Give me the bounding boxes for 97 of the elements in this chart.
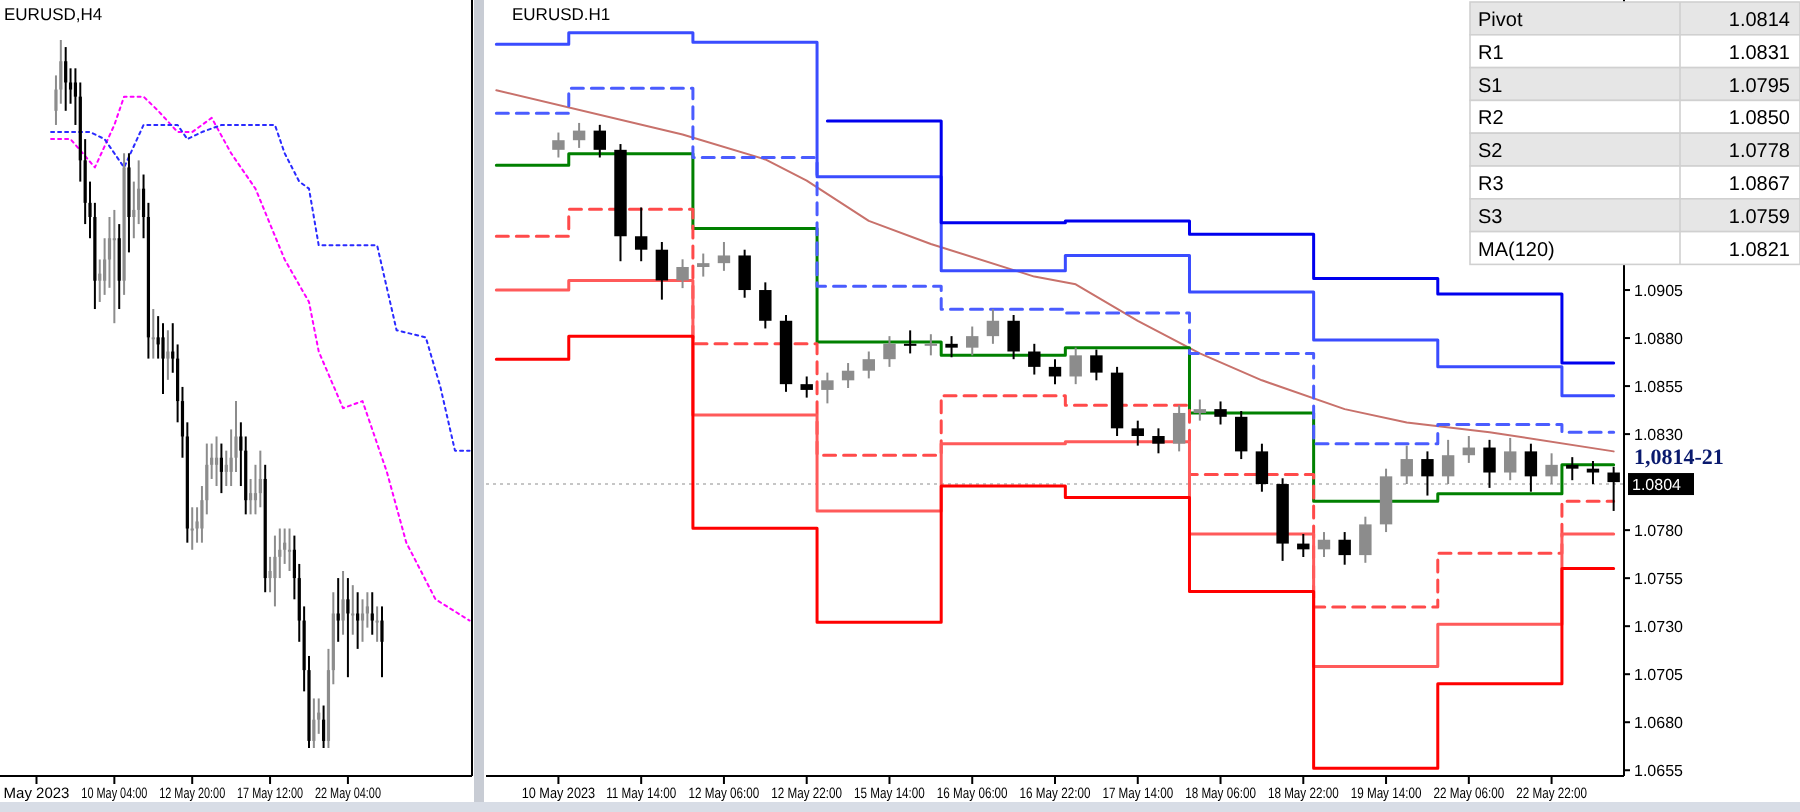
- candlestick: [1359, 515, 1372, 564]
- candlestick: [1586, 459, 1600, 486]
- y-tick-label: 1.0905: [1634, 282, 1685, 301]
- y-tick-label: 1.0730: [1634, 618, 1685, 637]
- candlestick: [375, 605, 379, 643]
- y-tick-label: 1.0755: [1634, 570, 1685, 589]
- annotation: R2: [1478, 108, 1505, 131]
- candlestick: [1172, 404, 1186, 453]
- candlestick: [219, 442, 223, 495]
- candlestick: [370, 591, 374, 636]
- candlestick: [1483, 438, 1496, 489]
- candlestick: [1131, 419, 1144, 447]
- candlestick: [1214, 400, 1227, 426]
- annotation: R1: [1478, 42, 1505, 65]
- candlestick: [1007, 314, 1020, 361]
- candlestick: [676, 258, 689, 290]
- y-tick-label: 1.0880: [1634, 330, 1685, 349]
- candlestick: [738, 248, 751, 299]
- candlestick: [862, 350, 875, 380]
- candlestick: [190, 506, 194, 551]
- candlestick: [380, 605, 384, 679]
- candlestick: [1421, 450, 1434, 497]
- candlestick: [341, 570, 345, 636]
- text: 1.0831: [1728, 42, 1791, 65]
- annotation: R3: [1478, 174, 1505, 196]
- candlestick: [697, 252, 710, 278]
- candlestick: [1545, 452, 1558, 486]
- candlestick: [924, 333, 938, 357]
- candlestick: [800, 375, 813, 399]
- y-tick-label: 1.0830: [1634, 426, 1685, 445]
- candlestick: [64, 46, 68, 112]
- candlestick: [151, 308, 155, 360]
- text: 1.0850: [1728, 108, 1791, 131]
- annotation: MA(120): [1478, 239, 1555, 262]
- candlestick: [117, 223, 121, 311]
- candlestick: [1255, 442, 1269, 493]
- candlestick: [1152, 427, 1165, 455]
- chart-title: EURUSD,H4: [4, 4, 103, 24]
- candlestick: [821, 371, 834, 405]
- candlestick: [336, 577, 340, 643]
- candlestick: [1069, 346, 1082, 386]
- candlestick: [273, 534, 277, 608]
- candlestick: [945, 335, 958, 359]
- annotation: S3: [1478, 206, 1504, 229]
- candlestick: [1338, 531, 1351, 566]
- candlestick: [321, 704, 326, 749]
- candlestick: [1193, 398, 1207, 422]
- candlestick: [717, 241, 731, 272]
- candlestick: [759, 281, 772, 330]
- annotation: Pivot: [1478, 10, 1523, 32]
- candlestick: [1235, 410, 1248, 461]
- candlestick: [1566, 456, 1579, 482]
- y-tick-label: 1.0655: [1634, 762, 1685, 781]
- candlestick: [356, 591, 360, 650]
- y-tick-label: 1.0705: [1634, 666, 1685, 685]
- ref-line-label: 1.0804: [1632, 476, 1683, 495]
- candlestick: [1090, 348, 1103, 382]
- candlestick: [351, 584, 355, 636]
- text: 1.0795: [1728, 75, 1791, 98]
- y-tick-label: 1.0680: [1634, 714, 1685, 733]
- chart-title: EURUSD.H1: [512, 4, 611, 24]
- y-tick-label: 1.0780: [1634, 522, 1685, 541]
- text: 1.0821: [1728, 239, 1791, 262]
- text: 1.0867: [1728, 174, 1791, 196]
- candlestick: [593, 123, 607, 159]
- candlestick: [258, 449, 262, 509]
- candlestick: [1441, 438, 1455, 486]
- candlestick: [1028, 342, 1041, 376]
- candlestick: [1400, 444, 1413, 486]
- candlestick: [214, 435, 219, 488]
- annotation: S1: [1478, 75, 1504, 98]
- text: 1.0759: [1728, 206, 1791, 229]
- text: 1.0814: [1728, 10, 1791, 32]
- candlestick: [346, 577, 350, 679]
- candlestick: [1317, 531, 1331, 559]
- annotation: S2: [1478, 141, 1504, 164]
- candlestick: [161, 322, 165, 395]
- candlestick: [634, 206, 648, 263]
- candlestick: [572, 121, 586, 149]
- candlestick: [966, 325, 979, 357]
- candlestick: [112, 208, 116, 325]
- candlestick: [360, 598, 365, 643]
- candlestick: [1048, 358, 1062, 386]
- candlestick: [166, 329, 170, 381]
- candlestick: [903, 329, 917, 355]
- candlestick: [986, 308, 1000, 345]
- candlestick: [312, 697, 316, 749]
- candlestick: [552, 131, 565, 159]
- candlestick: [883, 335, 896, 368]
- candlestick: [841, 362, 855, 389]
- candlestick: [287, 527, 292, 572]
- text: 1.0778: [1728, 141, 1791, 164]
- text: 1,0814-21: [1634, 446, 1724, 470]
- candlestick: [655, 241, 669, 301]
- candlestick: [1524, 442, 1538, 493]
- candlestick: [1503, 436, 1517, 482]
- y-tick-label: 1.0855: [1634, 378, 1685, 397]
